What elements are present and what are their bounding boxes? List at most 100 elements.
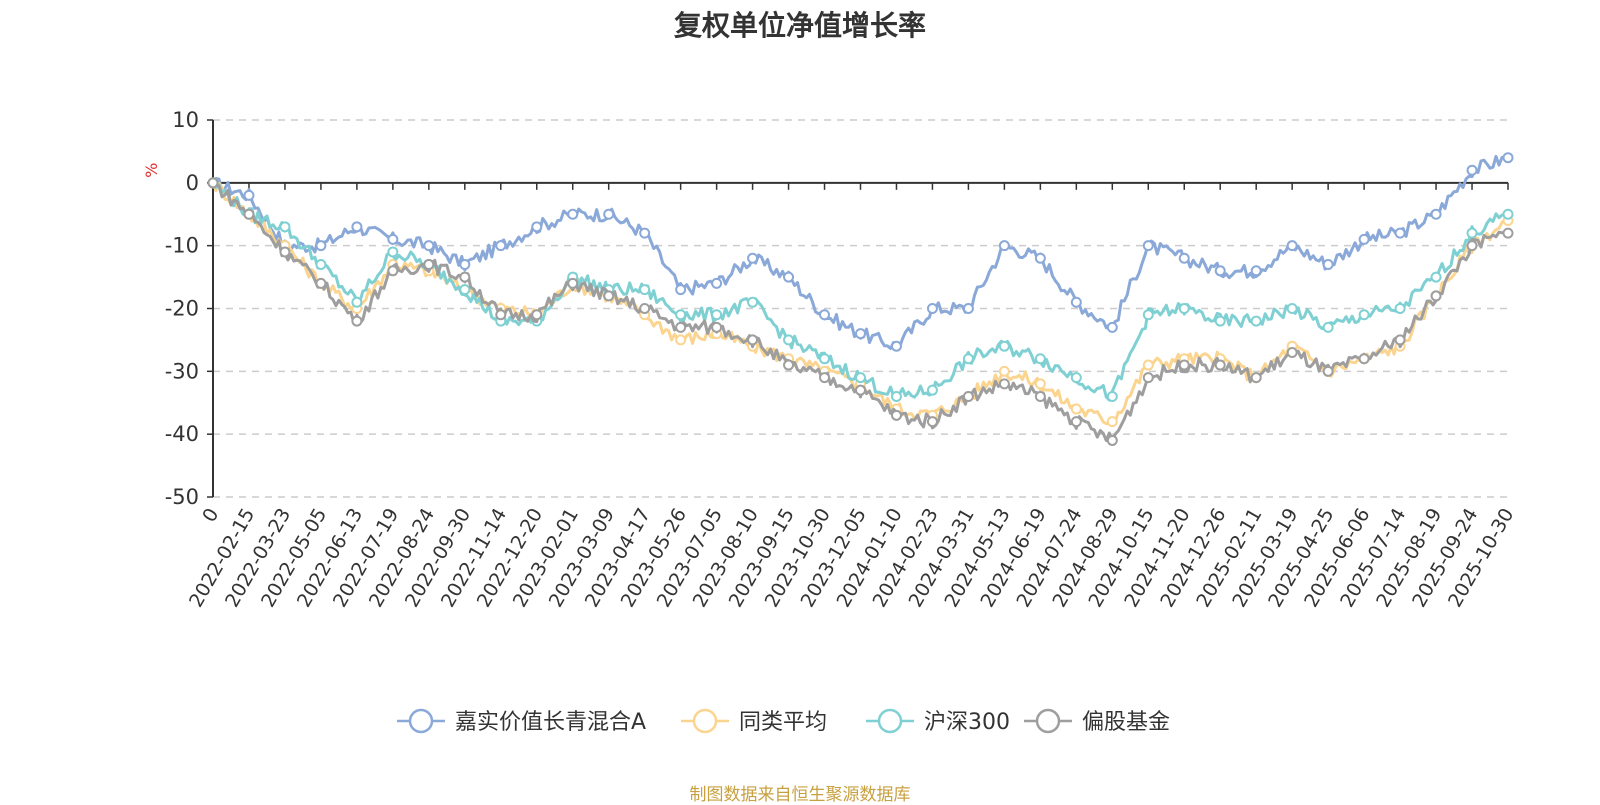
series-lines: [207, 152, 1514, 446]
y-tick-label: 0: [186, 171, 199, 195]
legend-marker-icon: [408, 708, 434, 734]
data-point: [1214, 315, 1226, 327]
legend-marker-icon: [1035, 708, 1061, 734]
y-tick-label: -10: [165, 234, 199, 258]
data-point: [279, 246, 291, 258]
data-point: [1394, 334, 1406, 346]
data-point: [926, 416, 938, 428]
data-point: [711, 321, 723, 333]
data-point: [711, 277, 723, 289]
data-point: [783, 334, 795, 346]
data-point: [495, 309, 507, 321]
data-point: [747, 252, 759, 264]
data-point: [747, 296, 759, 308]
data-point: [531, 309, 543, 321]
data-point: [1322, 259, 1334, 271]
data-point: [1142, 309, 1154, 321]
data-point: [1250, 372, 1262, 384]
data-point: [603, 290, 615, 302]
data-point: [783, 271, 795, 283]
data-point: [459, 284, 471, 296]
data-point: [1106, 390, 1118, 402]
data-point: [819, 353, 831, 365]
data-point: [531, 221, 543, 233]
data-point: [1502, 227, 1514, 239]
data-point: [423, 259, 435, 271]
data-point: [890, 409, 902, 421]
legend-marker-icon: [692, 708, 718, 734]
data-point: [998, 340, 1010, 352]
data-point: [855, 372, 866, 384]
data-point: [207, 177, 219, 189]
data-point: [1070, 416, 1082, 428]
data-point: [315, 240, 327, 252]
data-point: [1142, 359, 1154, 371]
legend[interactable]: 嘉实价值长青混合A 同类平均 沪深300 偏股基金: [397, 708, 1170, 735]
data-point: [1214, 265, 1226, 277]
data-point: [1070, 372, 1082, 384]
source-note: 制图数据来自恒生聚源数据库: [689, 785, 911, 805]
data-point: [639, 303, 651, 314]
data-point: [1394, 227, 1406, 239]
data-point: [1286, 240, 1298, 252]
data-point: [1106, 321, 1118, 333]
data-point: [1214, 359, 1226, 371]
data-point: [639, 284, 651, 296]
data-point: [1178, 359, 1190, 371]
data-point: [315, 277, 327, 289]
data-point: [243, 208, 255, 220]
data-point: [243, 189, 255, 201]
data-point: [1286, 346, 1298, 358]
data-point: [1106, 416, 1118, 428]
data-point: [1142, 240, 1154, 252]
y-tick-label: -30: [165, 359, 199, 383]
data-point: [1034, 252, 1046, 264]
data-point: [459, 271, 471, 283]
chart-title: 复权单位净值增长率: [673, 9, 926, 42]
data-point: [1466, 164, 1478, 176]
y-tick-label: -40: [165, 422, 199, 446]
data-point: [1070, 296, 1082, 308]
data-point: [387, 265, 399, 277]
data-point: [1358, 309, 1370, 321]
data-point: [459, 259, 471, 271]
data-point: [567, 208, 579, 220]
legend-label: 同类平均: [739, 710, 827, 735]
data-point: [1502, 152, 1514, 164]
data-point: [1106, 434, 1118, 446]
data-point: [998, 240, 1010, 252]
data-point: [998, 378, 1010, 390]
data-point: [1034, 390, 1046, 402]
series-line: [211, 181, 1509, 402]
x-tick-label: 0: [198, 505, 223, 526]
data-point: [387, 246, 399, 258]
grid-lines: [213, 119, 1508, 498]
data-point: [747, 334, 759, 346]
data-point: [1466, 240, 1478, 252]
data-point: [1322, 365, 1334, 377]
data-point: [1178, 252, 1190, 264]
legend-label: 沪深300: [924, 710, 1010, 735]
data-point: [783, 359, 795, 371]
data-point: [639, 227, 651, 239]
data-point: [855, 328, 866, 340]
data-point: [1250, 315, 1262, 327]
data-point: [926, 303, 938, 314]
data-point: [962, 303, 974, 314]
data-point: [1466, 227, 1478, 239]
data-point: [1358, 233, 1370, 245]
data-point: [1142, 372, 1154, 384]
data-point: [675, 334, 687, 346]
data-point: [1430, 290, 1442, 302]
data-point: [1178, 303, 1190, 314]
series-line: [212, 181, 1509, 443]
y-tick-label: 10: [172, 108, 199, 132]
data-point: [567, 277, 579, 289]
data-point: [315, 259, 327, 271]
data-point: [675, 321, 687, 333]
data-point: [387, 233, 399, 245]
data-point: [926, 384, 938, 396]
data-point: [819, 372, 831, 384]
y-axis-label: %: [142, 163, 161, 178]
